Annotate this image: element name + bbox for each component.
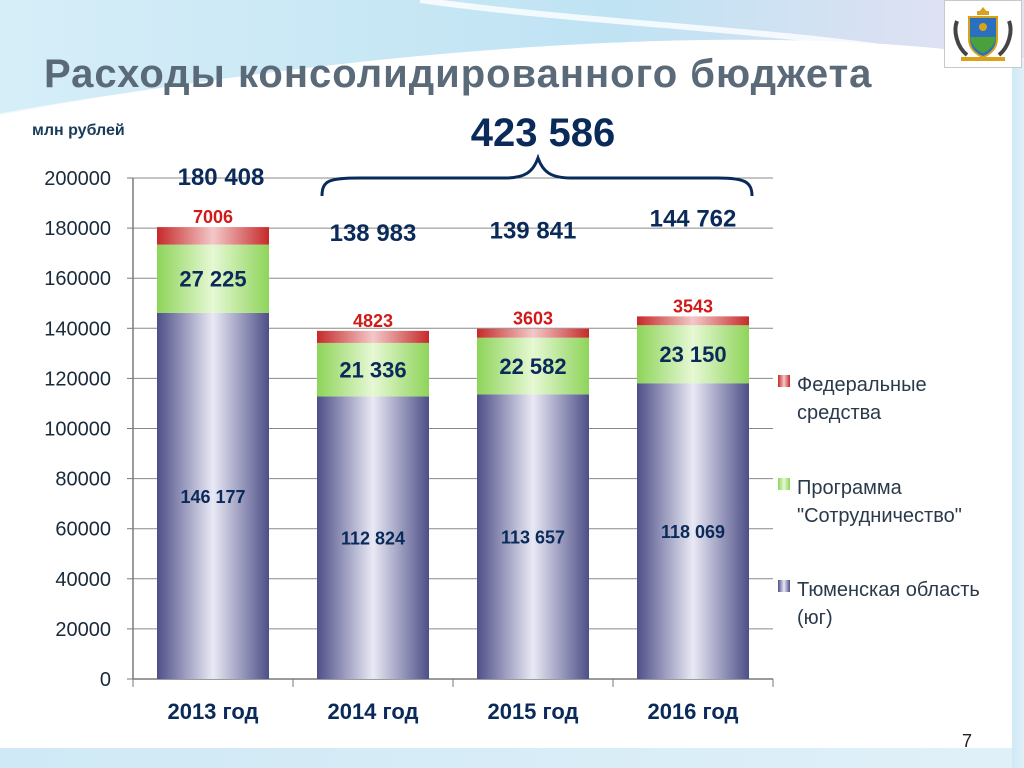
bar-segment-program: [317, 342, 429, 397]
bar-total-label: 138 983: [330, 220, 417, 247]
bar-segment-tyumen-label: 118 069: [661, 522, 725, 542]
y-tick-label: 120000: [44, 368, 111, 390]
bar-segment-tyumen-label: 146 177: [180, 487, 245, 507]
bar-segment-program: [157, 244, 269, 313]
bar-segment-tyumen: [317, 396, 429, 679]
y-tick-label: 40000: [55, 569, 111, 591]
y-tick-label: 140000: [44, 318, 111, 340]
bar-segment-program-label: 22 582: [499, 354, 566, 379]
bar-segment-federal: [637, 316, 749, 326]
legend: Федеральные средства Программа "Сотрудничес…: [778, 374, 980, 629]
bar-segment-federal-label: 3603: [513, 309, 553, 329]
bar-segment-tyumen: [157, 312, 269, 679]
legend-label: "Сотрудничество": [797, 505, 962, 527]
bar-segment-program-label: 23 150: [659, 342, 726, 367]
legend-swatch: [778, 478, 790, 490]
slide-title: Расходы консолидированного бюджета: [44, 52, 873, 96]
legend-swatch: [778, 375, 790, 387]
axes: 0 20000 40000 60000 80000 100000 120000 140000 1…: [44, 168, 774, 724]
legend-label: Тюменская область: [797, 579, 980, 601]
y-tick-label: 200000: [44, 168, 111, 190]
y-tick-label: 180000: [44, 218, 111, 240]
legend-label: Федеральные: [797, 374, 927, 396]
bar-total-label: 139 841: [490, 218, 577, 245]
bar-segment-tyumen-label: 112 824: [341, 529, 405, 549]
bar-segment-federal-label: 4823: [353, 311, 393, 331]
y-tick-label: 20000: [55, 619, 111, 641]
x-category-label: 2016 год: [647, 699, 738, 724]
bar-segment-federal-label: 3543: [673, 296, 713, 316]
x-category-label: 2015 год: [487, 699, 578, 724]
bar-labels: 146 177 27 225 7006 180 408 112 824 21 336 482…: [178, 164, 737, 549]
bar-segment-program: [477, 337, 589, 395]
legend-label: Программа: [797, 477, 903, 499]
legend-swatch: [778, 580, 790, 592]
legend-label: (юг): [797, 607, 833, 629]
coat-of-arms-emblem: [944, 0, 1022, 68]
bar-segment-program-label: 27 225: [179, 267, 246, 292]
y-tick-label: 60000: [55, 519, 111, 541]
bar-segment-program: [637, 325, 749, 384]
bar-segment-tyumen: [637, 383, 749, 679]
y-tick-label: 0: [100, 669, 111, 691]
bar-segment-federal: [477, 328, 589, 338]
legend-label: средства: [797, 402, 882, 424]
grand-total-label: 423 586: [471, 111, 616, 155]
bar-segment-federal: [317, 330, 429, 343]
bar-total-label: 144 762: [650, 205, 737, 232]
bars: [157, 227, 749, 679]
bar-segment-federal: [157, 227, 269, 245]
bar-total-label: 180 408: [178, 164, 265, 191]
y-tick-label: 100000: [44, 419, 111, 441]
bar-segment-tyumen: [477, 394, 589, 679]
bar-segment-program-label: 21 336: [339, 358, 406, 383]
y-tick-label: 160000: [44, 268, 111, 290]
bar-segment-federal-label: 7006: [193, 207, 233, 227]
bar-segment-tyumen-label: 113 657: [501, 528, 565, 548]
grand-total-group: 423 586: [320, 111, 754, 197]
page-number: 7: [962, 731, 973, 751]
grand-total-brace: [320, 153, 754, 197]
x-category-label: 2014 год: [327, 699, 418, 724]
y-tick-label: 80000: [55, 469, 111, 491]
unit-label: млн рублей: [32, 122, 125, 139]
x-category-label: 2013 год: [167, 699, 258, 724]
